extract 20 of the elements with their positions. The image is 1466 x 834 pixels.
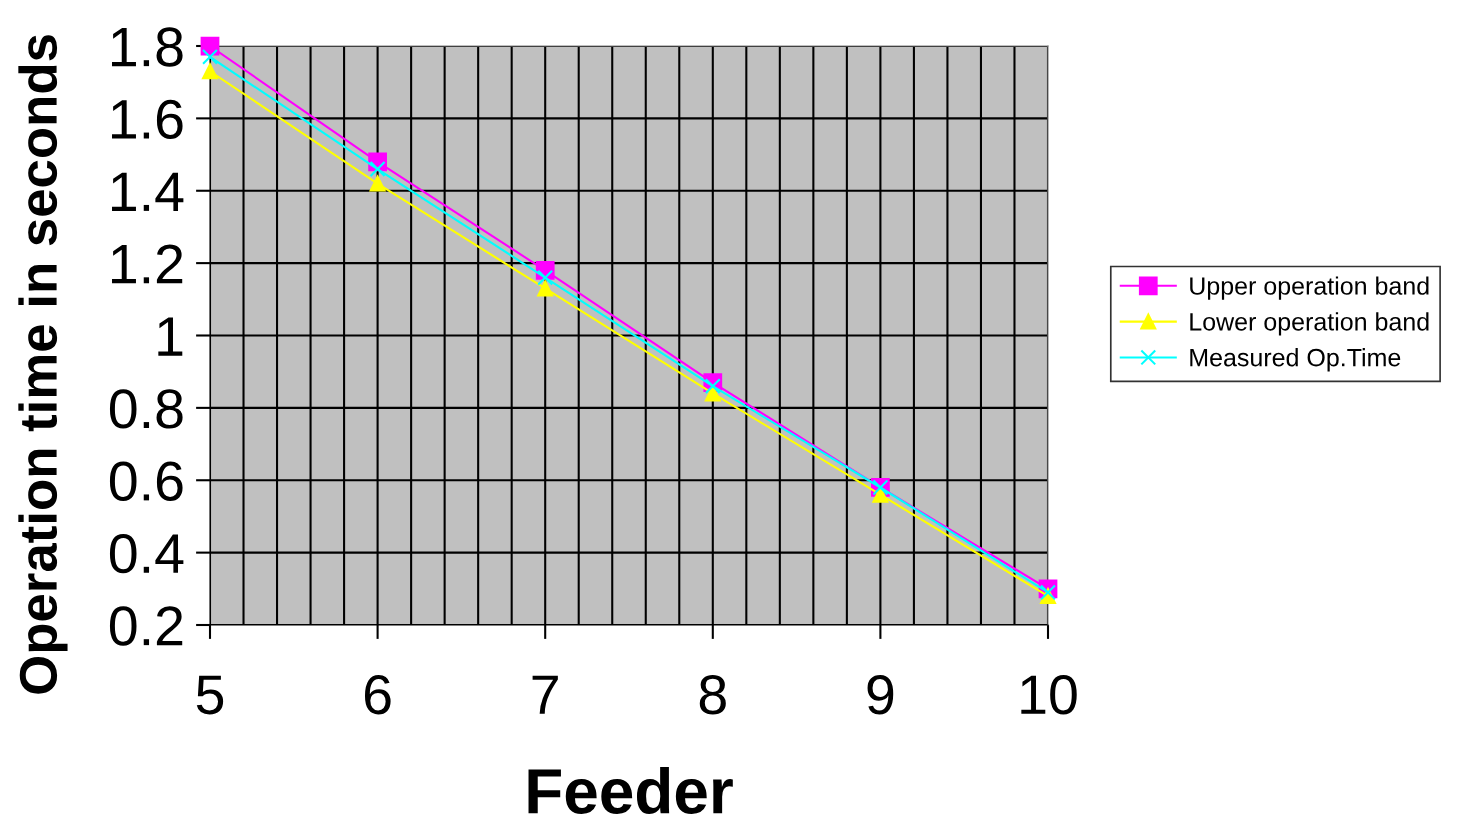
x-axis-title: Feeder — [528, 767, 733, 814]
x-tick-label: 9 — [867, 675, 894, 715]
x-tick-label: 5 — [196, 675, 224, 715]
x-tick-label: 8 — [699, 675, 726, 715]
y-tick-label: 0.6 — [109, 461, 183, 501]
legend-label: Measured Op.Time — [1190, 348, 1401, 372]
x-tick-label: 6 — [364, 675, 391, 715]
x-tick-label: 10 — [1021, 675, 1077, 715]
y-axis-title: Operation time in seconds — [18, 35, 68, 694]
y-tick-label: 1.4 — [112, 172, 184, 211]
legend-label: Upper operation band — [1190, 276, 1429, 300]
y-tick-label: 1 — [158, 317, 183, 356]
legend-label: Lower operation band — [1190, 312, 1429, 336]
y-tick-label: 0.2 — [109, 606, 183, 646]
y-tick-label: 1.2 — [112, 244, 183, 284]
y-tick-label: 1.8 — [112, 27, 183, 67]
y-tick-label: 1.6 — [112, 99, 183, 140]
x-tick-label: 7 — [532, 675, 558, 714]
y-tick-label: 0.8 — [109, 389, 183, 429]
y-tick-label: 0.4 — [109, 533, 184, 574]
